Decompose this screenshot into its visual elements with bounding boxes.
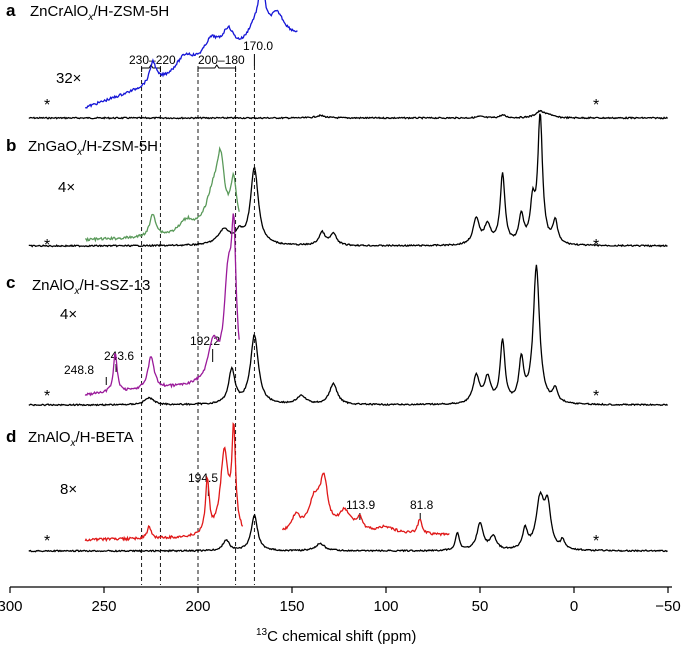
reference-dashed-lines [141, 66, 255, 585]
panel-b-sample-label: ZnGaOx/H-ZSM-5H [28, 138, 158, 158]
x-tick-label-200: 200 [185, 598, 210, 615]
x-tick-label-0: 0 [570, 598, 578, 615]
panel-c-magnified-trace [84, 213, 240, 397]
x-tick-label--50: −50 [655, 598, 680, 615]
panel-a-sample-label: ZnCrAlOx/H-ZSM-5H [30, 3, 169, 23]
x-tick-label-150: 150 [279, 598, 304, 615]
panel-b-sideband-star-right: * [593, 237, 599, 254]
panel-a-annotation-170: 170.0 [243, 39, 273, 53]
panel-a-bracket-label-200-180: 200–180 [198, 53, 245, 67]
x-tick-label-100: 100 [373, 598, 398, 615]
panel-b: b ZnGaOx/H-ZSM-5H 4× * * [6, 113, 668, 254]
panel-a-sideband-star-right: * [593, 97, 599, 114]
x-tick-label-50: 50 [472, 598, 489, 615]
panel-a-sideband-star-left: * [44, 97, 50, 114]
panel-c: c ZnAlOx/H-SSZ-13 4× * * 248.8 243.6 192… [6, 213, 669, 407]
panel-d-letter: d [6, 427, 16, 446]
panel-a-magnified-trace [85, 0, 298, 109]
panel-d-sideband-star-left: * [44, 533, 50, 550]
panel-d-sample-label: ZnAlOx/H-BETA [28, 429, 134, 449]
panel-c-sideband-star-right: * [593, 388, 599, 405]
panel-a-magnification: 32× [56, 70, 81, 87]
panel-c-annotation-243-6: 243.6 [104, 349, 134, 363]
panel-b-main-trace [28, 113, 668, 248]
panel-c-magnification: 4× [60, 306, 77, 323]
x-axis: 300 250 200 150 100 50 0 −50 13C chemical shift… [0, 586, 681, 645]
x-tick-label-300: 300 [0, 598, 23, 615]
panel-d-annotation-81-8: 81.8 [410, 498, 434, 512]
panel-b-magnification: 4× [58, 179, 75, 196]
panel-c-annotation-248-8: 248.8 [64, 363, 94, 377]
panel-d-annotation-194-5: 194.5 [188, 471, 218, 485]
panel-c-annotation-192-2: 192.2 [190, 334, 220, 348]
x-axis-ticks: 300 250 200 150 100 50 0 −50 [0, 587, 681, 615]
panel-d-magnification: 8× [60, 481, 77, 498]
x-axis-title: 13C chemical shift (ppm) [256, 627, 416, 645]
panel-d-annotation-113-9: 113.9 [346, 498, 375, 512]
panel-d-magnified-trace [84, 422, 244, 543]
panel-c-main-trace [28, 264, 669, 407]
panel-d-sideband-star-right: * [593, 533, 599, 550]
panel-d-magnified-trace-2 [282, 472, 450, 537]
panel-c-sample-label: ZnAlOx/H-SSZ-13 [32, 277, 150, 297]
panel-b-magnified-trace [85, 146, 240, 243]
panel-b-letter: b [6, 136, 16, 155]
panel-d: d ZnAlOx/H-BETA 8× * * 194.5 113.9 81.8 [6, 422, 668, 553]
panel-d-main-trace [28, 490, 668, 553]
panel-c-sideband-star-left: * [44, 388, 50, 405]
panel-a-bracket-200-180 [197, 64, 237, 72]
panel-a: a ZnCrAlOx/H-ZSM-5H 32× * * 230–220 200–… [6, 0, 669, 120]
panel-a-letter: a [6, 1, 16, 20]
panel-a-main-trace [28, 109, 669, 120]
panel-c-letter: c [6, 273, 15, 292]
x-tick-label-250: 250 [91, 598, 116, 615]
